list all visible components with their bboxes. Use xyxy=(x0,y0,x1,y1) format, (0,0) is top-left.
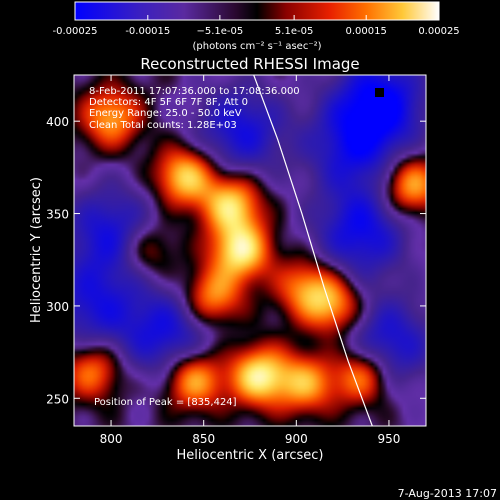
colorbar-tick-label: -0.00015 xyxy=(125,26,170,37)
y-tick-label: 350 xyxy=(46,208,69,222)
x-axis-label: Heliocentric X (arcsec) xyxy=(177,448,324,463)
colorbar xyxy=(74,1,440,21)
colorbar-tick-label: 5.1e-05 xyxy=(275,26,313,37)
annotation-detectors: Detectors: 4F 5F 6F 7F 8F, Att 0 xyxy=(89,97,249,108)
x-tick-label: 800 xyxy=(100,432,123,446)
y-axis-label: Heliocentric Y (arcsec) xyxy=(29,177,44,323)
colorbar-tick-label: 0.00025 xyxy=(418,26,459,37)
chart-title: Reconstructed RHESSI Image xyxy=(140,55,359,73)
heatmap xyxy=(74,75,426,426)
heatmap-image xyxy=(74,75,426,426)
solar-limb-curve xyxy=(253,75,373,426)
annotation-clean-info: Clean Total counts: 1.28E+03 xyxy=(89,120,237,131)
x-axis-ticks: 800 850 900 950 xyxy=(100,75,400,446)
colorbar-tick-label: -0.00025 xyxy=(53,26,98,37)
colorbar-unit-label: (photons cm⁻² s⁻¹ asec⁻²) xyxy=(192,41,321,52)
annotation-peak-position: Position of Peak = [835,424] xyxy=(94,397,237,408)
y-tick-label: 250 xyxy=(46,392,69,406)
x-tick-label: 950 xyxy=(377,432,400,446)
y-axis-ticks: 250 300 350 400 xyxy=(46,115,426,406)
annotation-energy-range: Energy Range: 25.0 - 50.0 keV xyxy=(89,108,242,119)
y-tick-label: 300 xyxy=(46,300,69,314)
colorbar-ticks: -0.00025 -0.00015 −5.1e-05 5.1e-05 0.00015 0.… xyxy=(53,15,460,37)
date-stamp: 7-Aug-2013 17:07 xyxy=(398,487,497,500)
plot-frame xyxy=(73,74,427,427)
x-tick-label: 850 xyxy=(192,432,215,446)
x-tick-label: 900 xyxy=(285,432,308,446)
y-tick-label: 400 xyxy=(46,115,69,129)
peak-marker xyxy=(375,88,384,97)
colorbar-tick-label: 0.00015 xyxy=(346,26,387,37)
colorbar-tick-label: −5.1e-05 xyxy=(196,26,243,37)
annotation-time-range: 8-Feb-2011 17:07:36.000 to 17:08:36.000 xyxy=(89,86,300,97)
